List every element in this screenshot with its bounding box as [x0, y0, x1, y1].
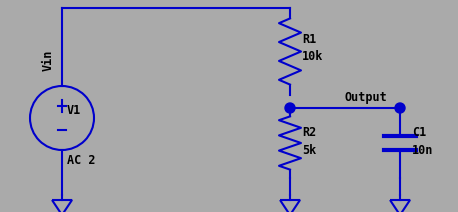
Text: C1: C1 [412, 127, 426, 139]
Text: Vin: Vin [42, 49, 55, 71]
Text: 5k: 5k [302, 144, 316, 156]
Text: 10n: 10n [412, 144, 433, 156]
Text: Output: Output [344, 92, 387, 105]
Text: AC 2: AC 2 [67, 153, 96, 166]
Text: 10k: 10k [302, 50, 323, 63]
Circle shape [395, 103, 405, 113]
Text: R1: R1 [302, 33, 316, 46]
Text: V1: V1 [67, 103, 81, 117]
Circle shape [285, 103, 295, 113]
Text: R2: R2 [302, 127, 316, 139]
